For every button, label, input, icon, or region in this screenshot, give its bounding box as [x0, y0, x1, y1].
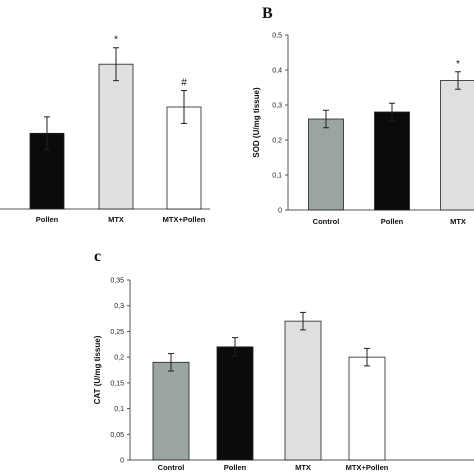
panel-c-bar-mtx-pollen: [348, 356, 386, 461]
panel-c-y-axis-title: CAT (U/mg tissue): [93, 335, 102, 404]
panel-a-category-label: Pollen: [36, 215, 59, 224]
panel-b-bar-mtx: [440, 80, 474, 211]
panel-c-y-tick-label: 0,2: [114, 355, 124, 362]
panel-b-category-label: Pollen: [381, 217, 404, 226]
panel-c-chart: 0 0,05 0,1 0,15 0,2 0,25 0,3 0,35 Control Pollen M…: [93, 248, 474, 472]
panel-b-letter: B: [262, 5, 273, 22]
panel-c-category-label: Control: [158, 463, 185, 472]
panel-a-category-label: MTX: [108, 215, 124, 224]
panel-a-significance-marker: *: [114, 35, 118, 46]
panel-c-y-tick-label: 0: [120, 458, 124, 465]
panel-b-y-tick-label: 0,1: [272, 173, 282, 180]
panel-b-y-axis-title: SOD (U/mg tissue): [252, 87, 261, 158]
panel-c-y-tick-label: 0,05: [110, 432, 124, 439]
panel-c-bar-pollen: [216, 346, 254, 461]
panel-b-y-tick-label: 0,4: [272, 68, 282, 75]
panel-c-category-label: Pollen: [224, 463, 247, 472]
panel-b-y-tick-label: 0,5: [272, 33, 282, 40]
panel-c-bar-mtx: [284, 320, 322, 461]
panel-c-bar-control: [152, 361, 190, 461]
panel-c-y-tick-label: 0,25: [110, 329, 124, 336]
panel-a-bar-mtx-pollen: [166, 106, 202, 210]
panel-b-bar-control: [308, 118, 344, 211]
panel-a-category-label: MTX+Pollen: [163, 215, 206, 224]
panel-c-y-tick-label: 0,1: [114, 406, 124, 413]
panel-b-significance-marker: *: [456, 59, 460, 70]
panel-c-category-label: MTX+Pollen: [346, 463, 389, 472]
panel-b-y-tick-label: 0,2: [272, 138, 282, 145]
panel-a-chart: Pollen * MTX # MTX+Pollen: [0, 35, 210, 224]
panel-c-letter: c: [94, 248, 101, 265]
panel-b-category-label: Control: [313, 217, 340, 226]
panel-b-y-tick-label: 0,3: [272, 103, 282, 110]
panel-c-y-tick-label: 0,15: [110, 380, 124, 387]
panel-b-category-label: MTX: [450, 217, 466, 226]
panel-c-y-tick-label: 0,3: [114, 303, 124, 310]
panel-b-chart: 0 0,1 0,2 0,3 0,4 0,5 Control Pollen * MTX SOD (U/…: [252, 5, 474, 226]
panel-c-category-label: MTX: [295, 463, 311, 472]
panel-a-bar-mtx: [98, 63, 134, 210]
panel-b-bar-pollen: [374, 111, 410, 211]
panel-b-y-tick-label: 0: [278, 208, 282, 215]
panel-a-significance-marker: #: [181, 78, 187, 89]
panel-c-y-tick-label: 0,35: [110, 278, 124, 285]
